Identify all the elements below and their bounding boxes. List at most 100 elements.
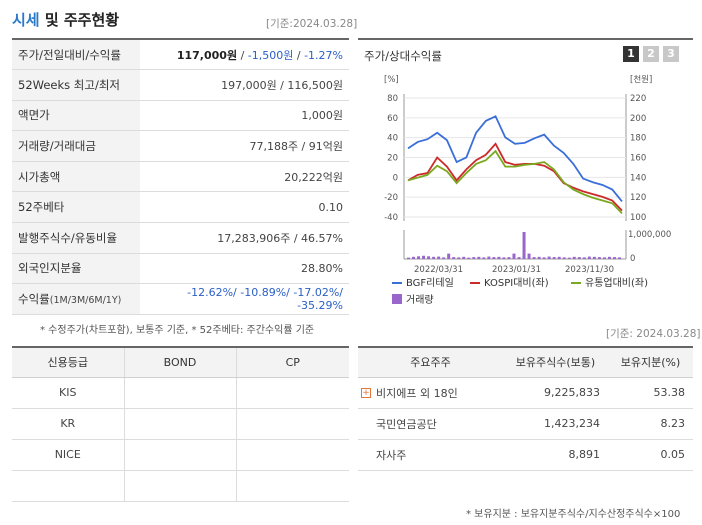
info-label-text: 52주베타	[18, 200, 65, 215]
chart-tab-2[interactable]: 2	[643, 46, 659, 62]
holder-shares: 8,891	[503, 439, 608, 471]
legend-label: BGF리테일	[406, 277, 454, 289]
holder-pct: 8.23	[608, 408, 693, 440]
volume-bar	[462, 256, 466, 259]
major-holders-table: 주요주주 보유주식수(보통) 보유지분(%) + 비지에프 외 18인 9,225,…	[358, 346, 693, 471]
volume-bar	[437, 256, 441, 259]
volume-bar	[492, 257, 496, 259]
info-row: 거래량/거래대금 77,188주 / 91억원	[12, 130, 349, 162]
volume-bar	[547, 256, 551, 259]
volume-bar	[422, 255, 426, 259]
volume-bar	[562, 257, 566, 259]
info-row: 52주베타 0.10	[12, 191, 349, 224]
info-value-text: -12.62%/ -10.89%/ -17.02%/ -35.29%	[187, 286, 343, 313]
series-line	[407, 142, 623, 212]
chart-tab-1[interactable]: 1	[623, 46, 639, 62]
holder-row: + 비지에프 외 18인 9,225,833 53.38	[358, 377, 693, 409]
info-row: 액면가 1,000원	[12, 100, 349, 132]
holder-pct: 53.38	[608, 377, 693, 409]
left-tick-label: -20	[384, 193, 398, 203]
right-unit: [천원]	[630, 74, 652, 85]
info-row: 외국인지분율 28.80%	[12, 253, 349, 285]
credit-header: 신용등급	[12, 346, 124, 378]
chart-tab-3[interactable]: 3	[663, 46, 679, 62]
credit-cell	[235, 439, 349, 471]
info-label: 외국인지분율	[12, 253, 140, 285]
info-row: 발행주식수/유동비율 17,283,906주 / 46.57%	[12, 222, 349, 254]
volume-bar	[417, 256, 421, 259]
info-label: 52주베타	[12, 191, 140, 224]
series-line	[407, 149, 623, 214]
info-value: 28.80%	[140, 253, 349, 285]
volume-bar	[537, 256, 541, 259]
expand-plus-icon[interactable]: +	[361, 387, 371, 398]
volume-bar	[587, 256, 591, 259]
volume-bar	[432, 256, 436, 259]
volume-bar	[442, 257, 446, 259]
info-label: 발행주식수/유동비율	[12, 222, 140, 254]
holder-name-text: 자사주	[376, 448, 407, 462]
holder-shares: 9,225,833	[503, 377, 608, 409]
volume-bar	[457, 257, 461, 259]
x-tick-label: 2023/11/30	[565, 265, 614, 275]
left-tick-label: 20	[387, 154, 398, 164]
volume-bar	[407, 257, 410, 259]
info-label-text: 외국인지분율	[18, 261, 82, 276]
volume-bar	[617, 257, 621, 259]
volume-bar	[542, 257, 546, 259]
volume-bar	[412, 256, 416, 259]
credit-row: NICE	[12, 439, 349, 471]
holder-row: 국민연금공단 1,423,234 8.23	[358, 408, 693, 440]
volume-bar	[552, 257, 556, 259]
info-label-text: 발행주식수/유동비율	[18, 230, 118, 245]
info-label: 수익률(1M/3M/6M/1Y)	[12, 283, 140, 315]
credit-cell	[123, 408, 236, 440]
separator: /	[237, 48, 248, 62]
info-value: 1,000원	[140, 100, 349, 132]
volume-bar	[572, 256, 576, 259]
info-label: 52Weeks 최고/최저	[12, 69, 140, 101]
right-tick-label: 140	[630, 173, 646, 183]
volume-bar	[472, 257, 476, 259]
volume-bar	[507, 257, 511, 259]
info-value-text: 17,283,906주 / 46.57%	[217, 231, 343, 245]
volume-bar	[427, 256, 431, 259]
info-label-text: 시가총액	[18, 169, 61, 184]
volume-bar	[477, 256, 481, 259]
info-value-text: 1,000원	[301, 109, 343, 123]
page-title: 시세 및 주주현황	[12, 11, 120, 29]
left-tick-label: 40	[387, 134, 398, 144]
volume-bar	[602, 257, 606, 259]
volume-bar	[592, 256, 596, 259]
x-tick-label: 2023/01/31	[492, 265, 541, 275]
holder-name: + 비지에프 외 18인	[358, 377, 503, 409]
volume-bar	[612, 257, 616, 259]
chart-panel: 주가/상대수익률 1 2 3 80 60 40 20 0 -20 -40 220 200 180 1…	[358, 38, 693, 313]
credit-rating-table: 신용등급 BOND CP KIS KR NICE	[12, 346, 349, 502]
info-value-text: 0.10	[318, 200, 344, 214]
volume-bar	[522, 232, 526, 259]
quote-table: 주가/전일대비/수익률 117,000원 / -1,500원 / -1.27% 52…	[12, 38, 349, 315]
volume-bar	[487, 256, 491, 259]
current-price: 117,000원	[176, 48, 238, 62]
legend-label: 거래량	[406, 294, 434, 306]
info-label-text: 수익률	[18, 292, 50, 307]
volume-bar	[497, 256, 501, 259]
credit-header: BOND	[123, 346, 236, 378]
credit-cell	[123, 439, 236, 471]
volume-bar	[557, 256, 561, 259]
info-label-text: 액면가	[18, 108, 50, 123]
price-change: -1,500원	[247, 48, 294, 62]
info-row: 주가/전일대비/수익률 117,000원 / -1,500원 / -1.27%	[12, 38, 349, 71]
volume-bar	[567, 257, 571, 259]
volume-tick-label: 1,000,000	[628, 230, 671, 240]
chart-tabs: 1 2 3	[623, 46, 679, 62]
info-value-text: 77,188주 / 91억원	[249, 140, 343, 154]
chart-title: 주가/상대수익률	[364, 49, 442, 63]
volume-bar	[577, 257, 581, 259]
info-label-text: 52Weeks 최고/최저	[18, 77, 120, 92]
info-row: 시가총액 20,222억원	[12, 161, 349, 193]
volume-bar	[482, 257, 486, 259]
credit-cell: KR	[12, 408, 124, 440]
left-tick-label: -40	[384, 213, 398, 223]
